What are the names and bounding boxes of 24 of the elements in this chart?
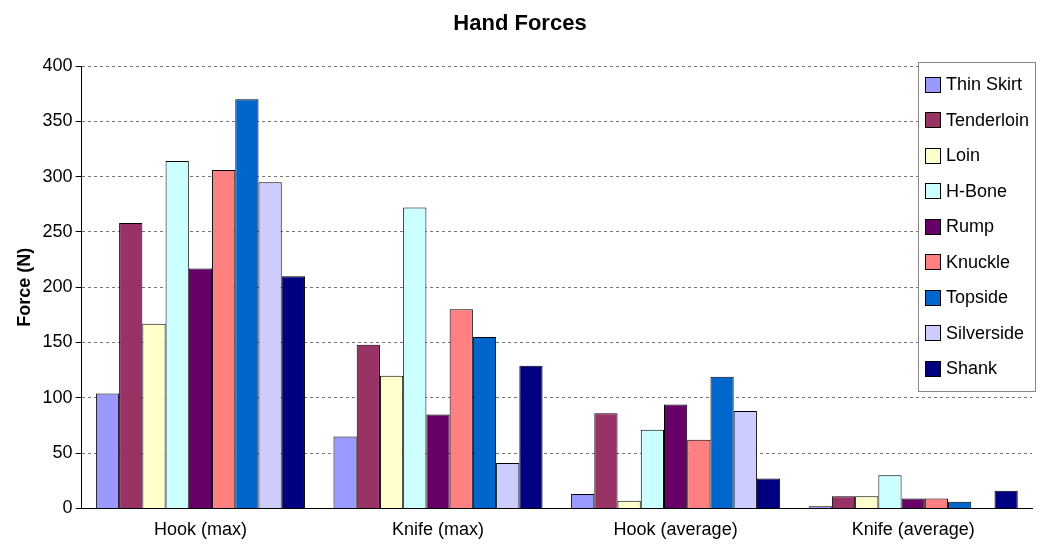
x-tick-label: Hook (average) [613, 519, 738, 540]
chart-title: Hand Forces [452, 10, 588, 36]
y-axis-title: Force (N) [13, 247, 34, 327]
y-tick-label: 0 [62, 497, 73, 518]
legend-label: Shank [945, 358, 997, 380]
y-tick-label: 150 [42, 331, 73, 352]
legend-label: Loin [945, 145, 980, 167]
y-tick-label: 200 [42, 276, 73, 297]
x-tick-label: Knife (average) [851, 519, 975, 540]
legend-label: Rump [945, 216, 994, 238]
x-tick-label: Knife (max) [392, 519, 485, 540]
y-tick-label: 350 [42, 110, 73, 131]
y-tick-label: 300 [42, 165, 73, 186]
legend-label: Thin Skirt [945, 74, 1022, 96]
legend-label: Silverside [945, 322, 1024, 344]
y-tick-label: 50 [52, 442, 73, 463]
legend-label: Tenderloin [945, 109, 1029, 131]
legend-label: Topside [945, 287, 1008, 309]
y-tick-label: 400 [42, 54, 73, 75]
x-tick-label: Hook (max) [153, 519, 247, 540]
legend-label: H-Bone [945, 180, 1007, 202]
y-tick-label: 250 [42, 220, 73, 241]
legend-label: Knuckle [945, 251, 1010, 273]
y-tick-label: 100 [42, 386, 73, 407]
